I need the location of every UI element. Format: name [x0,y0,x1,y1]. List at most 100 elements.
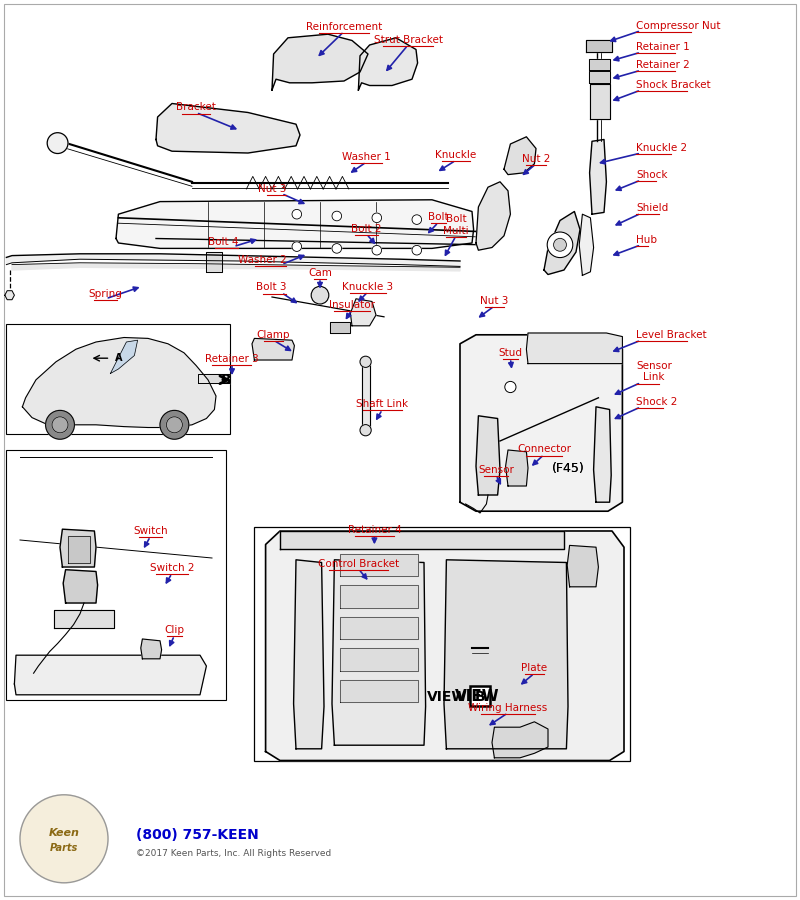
Polygon shape [332,560,426,745]
Polygon shape [12,263,460,271]
Polygon shape [476,182,510,250]
Circle shape [292,210,302,219]
Circle shape [360,425,371,436]
Polygon shape [294,560,324,749]
Text: ©2017 Keen Parts, Inc. All Rights Reserved: ©2017 Keen Parts, Inc. All Rights Reserv… [136,849,331,858]
Text: Sensor: Sensor [478,465,514,475]
Polygon shape [60,529,96,567]
Polygon shape [22,338,216,428]
Polygon shape [589,58,610,70]
Polygon shape [340,554,418,576]
Circle shape [52,417,68,433]
Text: Nut 2: Nut 2 [522,154,550,164]
Text: B: B [220,373,231,387]
Polygon shape [506,450,528,486]
Text: Knuckle 2: Knuckle 2 [636,143,687,153]
Polygon shape [586,40,612,52]
Text: (F45): (F45) [552,463,584,475]
Text: Bolt 3: Bolt 3 [256,283,286,293]
Text: Cam: Cam [308,268,332,278]
Circle shape [554,238,566,251]
Circle shape [360,356,371,367]
Circle shape [332,212,342,220]
Polygon shape [206,252,222,272]
Bar [6,450,226,700]
Polygon shape [589,71,610,83]
Text: Washer 2: Washer 2 [238,255,286,265]
Text: VIEW: VIEW [427,689,468,704]
Polygon shape [54,610,114,628]
Text: Knuckle 3: Knuckle 3 [342,282,394,292]
Polygon shape [198,374,230,383]
Text: Bolt
Multi: Bolt Multi [443,214,469,236]
Circle shape [47,132,68,154]
Polygon shape [340,585,418,608]
Text: Spring: Spring [89,289,122,299]
Text: Connector: Connector [517,445,571,455]
Text: Switch 2: Switch 2 [150,563,194,573]
Text: Reinforcement: Reinforcement [306,22,382,32]
Polygon shape [590,84,610,119]
Polygon shape [444,560,568,749]
Polygon shape [110,340,138,374]
Polygon shape [579,214,594,275]
Text: (F45): (F45) [552,463,584,475]
Polygon shape [476,416,500,495]
Polygon shape [272,34,368,90]
Text: Control Bracket: Control Bracket [318,559,399,569]
Circle shape [412,215,422,224]
Polygon shape [63,570,98,603]
Text: Retainer 4: Retainer 4 [347,525,402,535]
Polygon shape [526,333,622,364]
Circle shape [20,795,108,883]
Polygon shape [156,104,300,153]
Polygon shape [492,722,548,758]
Text: Bolt 2: Bolt 2 [351,224,382,234]
Polygon shape [358,38,418,90]
Circle shape [505,382,516,392]
Polygon shape [340,680,418,702]
Circle shape [412,246,422,255]
Bar [254,526,630,760]
Circle shape [332,244,342,253]
Text: (800) 757-KEEN: (800) 757-KEEN [136,828,258,842]
Text: Nut 3: Nut 3 [480,296,509,306]
Polygon shape [68,536,90,562]
Text: Clip: Clip [165,626,184,635]
Text: Shock Bracket: Shock Bracket [636,80,710,90]
Polygon shape [266,531,624,760]
Polygon shape [116,200,474,248]
Polygon shape [340,616,418,639]
Text: Bolt: Bolt [428,212,449,222]
Circle shape [372,213,382,222]
Text: Sensor
Link: Sensor Link [636,361,672,382]
Polygon shape [350,299,376,326]
Circle shape [160,410,189,439]
Bar [6,324,230,434]
Text: A: A [114,353,122,364]
Text: Shock: Shock [636,170,667,180]
Text: Shock 2: Shock 2 [636,397,678,407]
Circle shape [292,242,302,251]
Text: Washer 1: Washer 1 [342,152,390,162]
Text: Bolt 4: Bolt 4 [208,237,238,247]
Polygon shape [340,648,418,670]
Polygon shape [362,362,370,430]
Polygon shape [5,291,14,300]
Text: Nut 3: Nut 3 [258,184,286,194]
Polygon shape [544,212,580,274]
Text: Hub: Hub [636,235,657,245]
Polygon shape [590,140,606,214]
Text: Stud: Stud [498,348,522,358]
Polygon shape [567,545,598,587]
Text: Bracket: Bracket [176,103,216,112]
Text: Clamp: Clamp [257,330,290,340]
Text: Compressor Nut: Compressor Nut [636,21,721,31]
Text: Retainer 2: Retainer 2 [636,60,690,70]
Text: VIEW: VIEW [454,688,499,704]
Text: Retainer 3: Retainer 3 [205,354,259,364]
Text: Wiring Harness: Wiring Harness [468,703,548,713]
FancyBboxPatch shape [470,686,490,706]
Circle shape [311,286,329,304]
Text: Keen: Keen [49,827,79,838]
